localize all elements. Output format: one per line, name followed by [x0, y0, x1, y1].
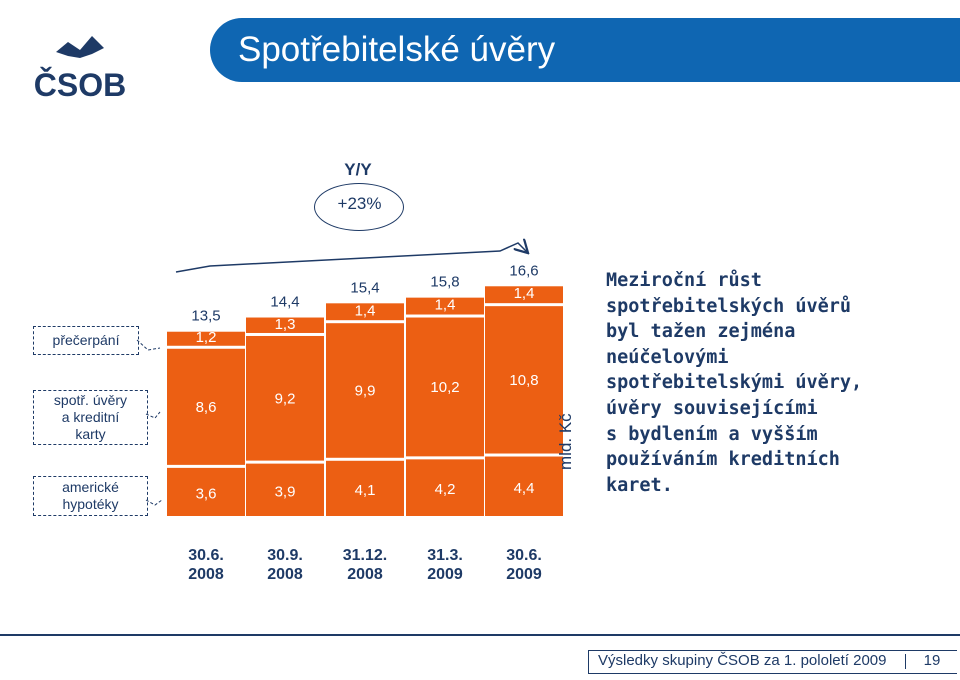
- legend-connector-consumer: [145, 411, 161, 419]
- legend-connector-mortgage: [145, 499, 163, 506]
- bar-consumer: [485, 306, 563, 454]
- bar-mortgage: [406, 459, 484, 516]
- data-label-consumer: 8,6: [196, 399, 217, 416]
- legend-consumer-line3: karty: [75, 426, 106, 442]
- y-unit-label: mld. Kč: [556, 413, 575, 470]
- bar-overdraft: [326, 303, 404, 321]
- data-label-consumer: 10,2: [430, 379, 459, 396]
- legend-mortgage: americké hypotéky: [33, 476, 148, 516]
- bar-overdraft: [246, 317, 324, 333]
- bar-overdraft: [485, 286, 563, 304]
- x-tick-label: 30.6.: [188, 547, 224, 564]
- x-tick-label: 30.9.: [267, 547, 303, 564]
- footer-box: [588, 650, 957, 674]
- bar-mortgage: [485, 456, 563, 516]
- legend-consumer: spotř. úvěry a kreditní karty: [33, 390, 148, 445]
- data-label-total: 15,4: [350, 279, 379, 296]
- data-label-overdraft: 1,4: [435, 297, 456, 314]
- data-label-overdraft: 1,4: [355, 302, 376, 319]
- footer-rule: [0, 634, 960, 636]
- legend-mortgage-line1: americké: [62, 479, 119, 495]
- legend-connector-overdraft: [136, 339, 161, 351]
- data-label-consumer: 9,2: [275, 390, 296, 407]
- bar-mortgage: [246, 463, 324, 516]
- title-banner: [210, 18, 960, 82]
- x-tick-label: 31.12.: [343, 547, 387, 564]
- data-label-consumer: 10,8: [509, 372, 538, 389]
- legend-mortgage-line2: hypotéky: [62, 496, 119, 512]
- data-label-mortgage: 4,4: [514, 480, 535, 497]
- x-tick-label: 31.3.: [427, 547, 463, 564]
- x-tick-label-year: 2008: [267, 566, 303, 583]
- logo-text: ČSOB: [34, 67, 126, 102]
- data-label-overdraft: 1,3: [275, 316, 296, 333]
- data-label-mortgage: 3,6: [196, 485, 217, 502]
- legend-overdraft: přečerpání: [33, 326, 139, 355]
- yy-ellipse: [314, 183, 404, 231]
- bars-group: 3,6 8,6 1,2 13,5 30.6. 2008 3,9 9,2 1,3 14,4 30.9.…: [167, 262, 563, 583]
- bar-overdraft: [406, 297, 484, 315]
- data-label-mortgage: 3,9: [275, 483, 296, 500]
- bar-consumer: [406, 317, 484, 457]
- data-label-consumer: 9,9: [355, 382, 376, 399]
- csob-logo: ČSOB: [34, 36, 126, 102]
- legend-overdraft-label: přečerpání: [52, 332, 120, 348]
- yy-label: Y/Y: [344, 160, 372, 179]
- page-number: 19: [923, 652, 941, 669]
- bar-mortgage: [326, 460, 404, 516]
- data-label-overdraft: 1,2: [196, 329, 217, 346]
- bar-consumer: [167, 348, 245, 465]
- x-tick-label-year: 2008: [347, 566, 383, 583]
- data-label-overdraft: 1,4: [514, 285, 535, 302]
- x-tick-label-year: 2009: [427, 566, 463, 583]
- x-tick-label: 30.6.: [506, 547, 542, 564]
- data-label-total: 14,4: [270, 294, 299, 311]
- yy-value: +23%: [337, 194, 382, 213]
- data-label-mortgage: 4,2: [435, 481, 456, 498]
- bar-consumer: [246, 335, 324, 461]
- data-label-total: 15,8: [430, 274, 459, 291]
- footer-text: Výsledky skupiny ČSOB za 1. pololetí 200…: [598, 652, 887, 669]
- x-tick-label-year: 2009: [506, 566, 542, 583]
- bar-mortgage: [167, 467, 245, 516]
- description-text: Meziroční růst spotřebitelských úvěrů by…: [606, 270, 863, 496]
- growth-arrow: [175, 243, 527, 273]
- data-label-total: 13,5: [191, 308, 220, 325]
- csob-logo-mark: [56, 36, 104, 58]
- x-tick-label-year: 2008: [188, 566, 224, 583]
- legend-consumer-line2: a kreditní: [61, 409, 120, 425]
- data-label-mortgage: 4,1: [355, 482, 376, 499]
- bar-overdraft: [167, 331, 245, 346]
- footer-separator: [905, 654, 906, 669]
- data-label-total: 16,6: [509, 262, 538, 279]
- legend-consumer-line1: spotř. úvěry: [53, 392, 128, 408]
- page-title: Spotřebitelské úvěry: [238, 30, 556, 69]
- bar-consumer: [326, 323, 404, 458]
